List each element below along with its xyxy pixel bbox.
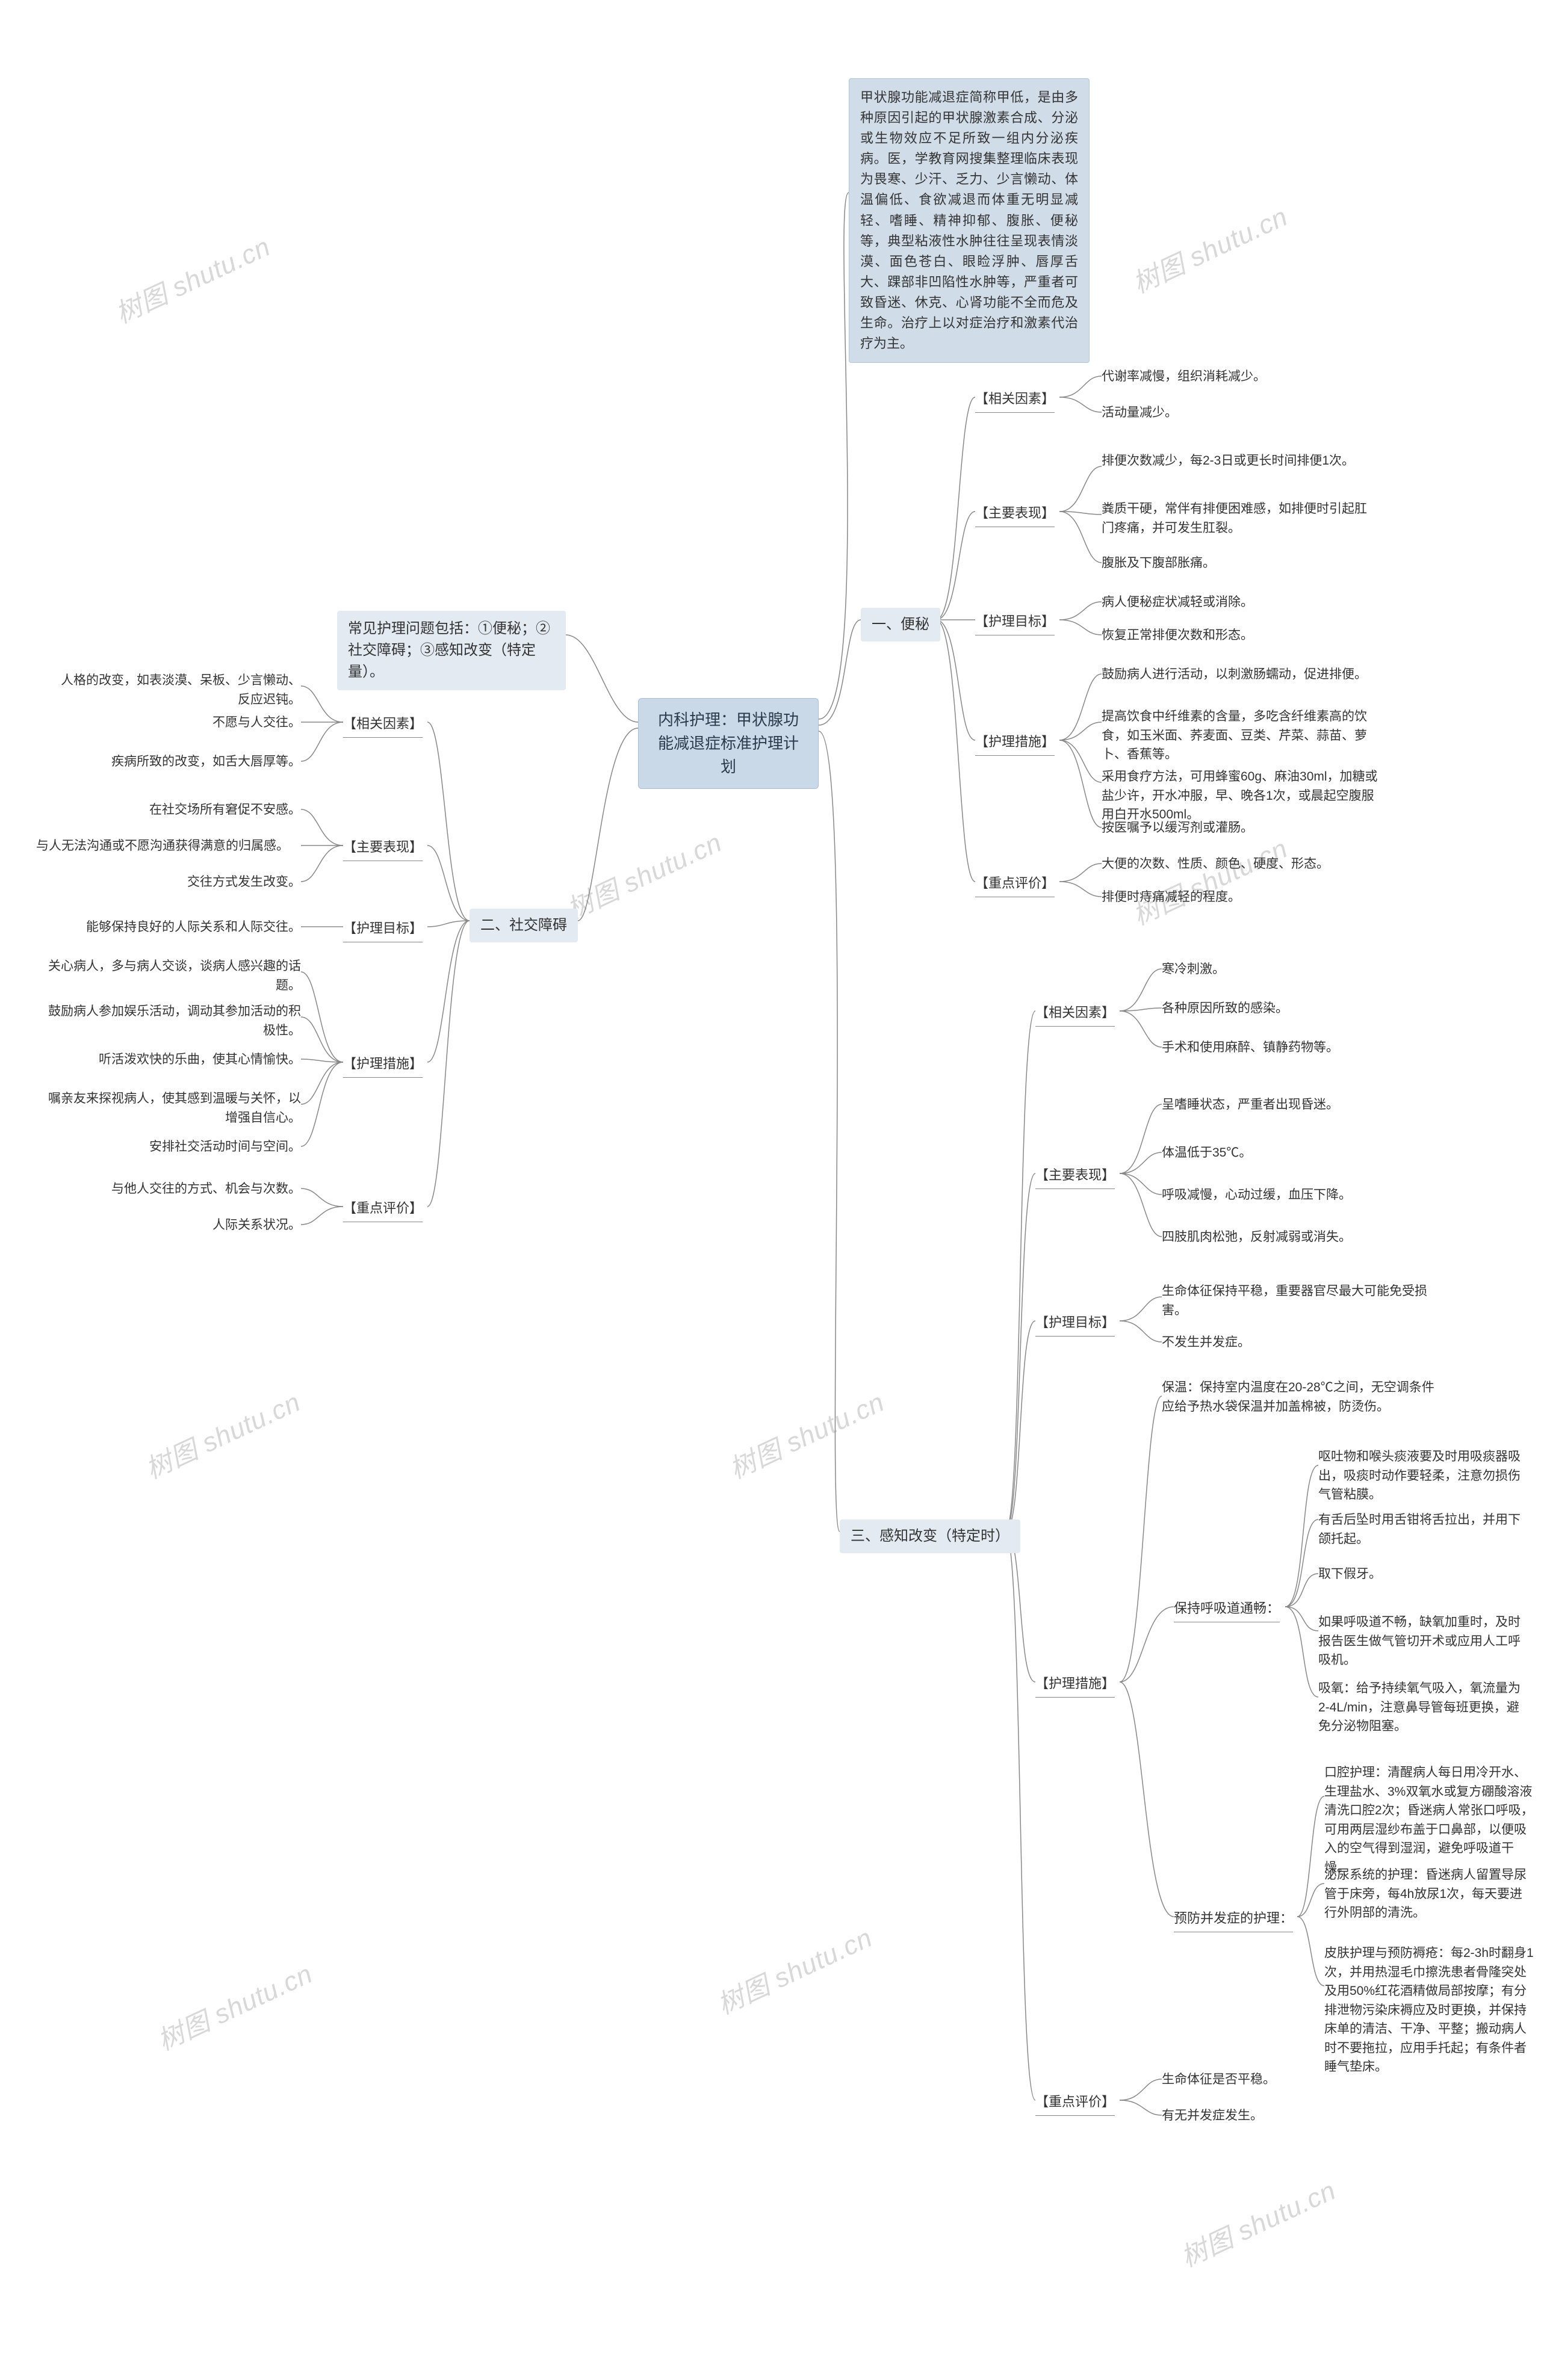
watermark: 树图 shutu.cn xyxy=(559,821,727,926)
intro-text: 甲状腺功能减退症简称甲低，是由多种原因引起的甲状腺激素合成、分泌或生物效应不足所… xyxy=(849,78,1090,363)
b2-s1-i0: 人格的改变，如表淡漠、呆板、少言懒动、反应迟钝。 xyxy=(60,671,301,709)
summary-node: 常见护理问题包括：①便秘；②社交障碍；③感知改变（特定量）。 xyxy=(337,611,566,690)
b1-s2-i0: 排便次数减少，每2-3日或更长时间排便1次。 xyxy=(1102,451,1354,471)
branch-2-title: 二、社交障碍 xyxy=(470,909,578,942)
b1-s4-i0: 鼓励病人进行活动，以刺激肠蠕动，促进排便。 xyxy=(1102,665,1367,684)
b2-s4-i0: 关心病人，多与病人交谈，谈病人感兴趣的话题。 xyxy=(48,957,301,995)
watermark: 树图 shutu.cn xyxy=(710,1916,878,2021)
b1-s1-label: 【相关因素】 xyxy=(975,385,1055,413)
b3-s1-i1: 各种原因所致的感染。 xyxy=(1162,999,1288,1018)
b3-s4-g1-i4: 吸氧：给予持续氧气吸入，氧流量为2-4L/min，注意鼻导管每班更换，避免分泌物… xyxy=(1318,1679,1529,1736)
b3-s3-label: 【护理目标】 xyxy=(1035,1309,1115,1337)
b3-s5-i1: 有无并发症发生。 xyxy=(1162,2106,1263,2125)
b1-s5-i0: 大便的次数、性质、颜色、硬度、形态。 xyxy=(1102,855,1329,874)
b2-s3-label: 【护理目标】 xyxy=(343,915,423,942)
b1-s4-label: 【护理措施】 xyxy=(975,728,1055,756)
b1-s5-label: 【重点评价】 xyxy=(975,870,1055,897)
b3-s5-i0: 生命体征是否平稳。 xyxy=(1162,2070,1276,2089)
watermark: 树图 shutu.cn xyxy=(150,1952,318,2057)
b3-s5-label: 【重点评价】 xyxy=(1035,2088,1115,2116)
b1-s5-i1: 排便时痔痛减轻的程度。 xyxy=(1102,888,1241,907)
b2-s5-label: 【重点评价】 xyxy=(343,1195,423,1222)
b3-s2-i1: 体温低于35℃。 xyxy=(1162,1143,1251,1163)
b2-s2-label: 【主要表现】 xyxy=(343,833,423,861)
b3-s4-g2-i1: 泌尿系统的护理：昏迷病人留置导尿管于床旁，每4h放尿1次，每天要进行外阴部的清洗… xyxy=(1324,1865,1535,1923)
b1-s4-i3: 按医嘱予以缓泻剂或灌肠。 xyxy=(1102,818,1253,838)
b2-s2-i2: 交往方式发生改变。 xyxy=(169,873,301,892)
b2-s3-i0: 能够保持良好的人际关系和人际交往。 xyxy=(78,918,301,937)
b1-s2-i2: 腹胀及下腹部胀痛。 xyxy=(1102,554,1215,573)
b1-s3-label: 【护理目标】 xyxy=(975,608,1055,635)
b3-s4-g1-i2: 取下假牙。 xyxy=(1318,1565,1381,1584)
b1-s1-i0: 代谢率减慢，组织消耗减少。 xyxy=(1102,367,1266,386)
b3-s4-label: 【护理措施】 xyxy=(1035,1670,1115,1698)
b2-s4-i2: 听活泼欢快的乐曲，使其心情愉快。 xyxy=(90,1050,301,1069)
b3-s4-g1-i3: 如果呼吸道不畅，缺氧加重时，及时报告医生做气管切开术或应用人工呼吸机。 xyxy=(1318,1613,1529,1670)
b1-s4-i1: 提高饮食中纤维素的含量，多吃含纤维素高的饮食，如玉米面、荞麦面、豆类、芹菜、蒜苗… xyxy=(1102,707,1378,764)
branch-1-title: 一、便秘 xyxy=(861,608,940,641)
b3-s1-label: 【相关因素】 xyxy=(1035,999,1115,1027)
b3-s4-g2-i0: 口腔护理：清醒病人每日用冷开水、生理盐水、3%双氧水或复方硼酸溶液清洗口腔2次；… xyxy=(1324,1763,1535,1877)
watermark: 树图 shutu.cn xyxy=(722,1380,890,1486)
watermark: 树图 shutu.cn xyxy=(1173,2169,1341,2274)
b2-s5-i0: 与他人交往的方式、机会与次数。 xyxy=(102,1179,301,1199)
b3-s2-i2: 呼吸减慢，心动过缓，血压下降。 xyxy=(1162,1185,1351,1205)
watermark: 树图 shutu.cn xyxy=(1125,195,1293,300)
b3-s4-g1-i0: 呕吐物和喉头痰液要及时用吸痰器吸出，吸痰时动作要轻柔，注意勿损伤气管粘膜。 xyxy=(1318,1447,1529,1504)
b3-s3-i0: 生命体征保持平稳，重要器官尽最大可能免受损害。 xyxy=(1162,1282,1439,1320)
b1-s2-i1: 粪质干硬，常伴有排便困难感，如排便时引起肛门疼痛，并可发生肛裂。 xyxy=(1102,499,1378,537)
b2-s1-i1: 不愿与人交往。 xyxy=(193,713,301,732)
b1-s4-i2: 采用食疗方法，可用蜂蜜60g、麻油30ml，加糖或盐少许，开水冲服，早、晚各1次… xyxy=(1102,767,1378,824)
b3-s2-i3: 四肢肌肉松弛，反射减弱或消失。 xyxy=(1162,1228,1351,1247)
b3-s4-g1-label: 保持呼吸道通畅： xyxy=(1174,1595,1280,1622)
b2-s4-i3: 嘱亲友来探视病人，使其感到温暖与关怀，以增强自信心。 xyxy=(48,1089,301,1127)
b2-s1-i2: 疾病所致的改变，如舌大唇厚等。 xyxy=(102,752,301,771)
watermark: 树图 shutu.cn xyxy=(1125,827,1293,932)
b1-s1-i1: 活动量减少。 xyxy=(1102,403,1177,422)
branch-3-title: 三、感知改变（特定时） xyxy=(840,1519,1020,1553)
b3-s4-g2-label: 预防并发症的护理： xyxy=(1174,1905,1293,1932)
b2-s4-label: 【护理措施】 xyxy=(343,1050,423,1078)
watermark: 树图 shutu.cn xyxy=(138,1380,306,1486)
b3-s4-g2-i2: 皮肤护理与预防褥疮：每2-3h时翻身1次，并用热湿毛巾擦洗患者骨隆突处及用50%… xyxy=(1324,1944,1535,2077)
b3-s4-g1-i1: 有舌后坠时用舌钳将舌拉出，并用下颌托起。 xyxy=(1318,1510,1529,1548)
b2-s1-label: 【相关因素】 xyxy=(343,710,423,738)
b2-s4-i4: 安排社交活动时间与空间。 xyxy=(144,1137,301,1157)
b3-s1-i0: 寒冷刺激。 xyxy=(1162,960,1225,979)
b3-s2-label: 【主要表现】 xyxy=(1035,1161,1115,1189)
b3-s2-i0: 呈嗜睡状态，严重者出现昏迷。 xyxy=(1162,1095,1339,1114)
b2-s4-i1: 鼓励病人参加娱乐活动，调动其参加活动的积极性。 xyxy=(48,1002,301,1040)
b3-s4-p0: 保温：保持室内温度在20-28℃之间，无空调条件应给予热水袋保温并加盖棉被，防烫… xyxy=(1162,1378,1439,1416)
b2-s5-i1: 人际关系状况。 xyxy=(199,1216,301,1235)
b1-s2-label: 【主要表现】 xyxy=(975,499,1055,527)
b1-s3-i0: 病人便秘症状减轻或消除。 xyxy=(1102,593,1253,612)
b3-s3-i1: 不发生并发症。 xyxy=(1162,1333,1250,1352)
b2-s2-i0: 在社交场所有窘促不安感。 xyxy=(144,800,301,820)
b2-s2-i1: 与人无法沟通或不愿沟通获得满意的归属感。 xyxy=(36,836,289,856)
b1-s3-i1: 恢复正常排便次数和形态。 xyxy=(1102,626,1253,645)
b3-s1-i2: 手术和使用麻醉、镇静药物等。 xyxy=(1162,1038,1339,1057)
root-node: 内科护理：甲状腺功能减退症标准护理计划 xyxy=(638,698,819,789)
watermark: 树图 shutu.cn xyxy=(108,225,276,330)
